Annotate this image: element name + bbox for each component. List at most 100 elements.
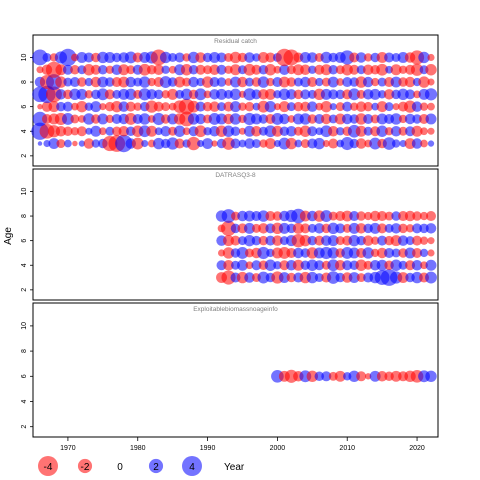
residual-bubble xyxy=(404,76,416,88)
residual-bubble xyxy=(376,101,388,113)
residual-bubble xyxy=(322,140,330,148)
residual-bubble xyxy=(83,52,94,63)
residual-bubble xyxy=(384,52,395,63)
residual-bubble xyxy=(404,113,416,125)
residual-bubble xyxy=(104,89,115,100)
residual-bubble xyxy=(427,102,435,111)
legend-bubble xyxy=(182,456,202,476)
residual-bubble xyxy=(411,260,423,271)
residual-bubble xyxy=(194,88,207,101)
x-tick-label: 2000 xyxy=(270,445,286,452)
residual-bubble xyxy=(231,211,240,221)
residual-bubble xyxy=(328,211,338,221)
residual-bubble xyxy=(384,223,394,233)
residual-bubble xyxy=(398,223,408,234)
residual-bubble xyxy=(398,114,408,124)
residual-bubble xyxy=(125,88,137,101)
residual-bubble xyxy=(286,126,297,137)
residual-bubble xyxy=(97,113,109,125)
residual-bubble xyxy=(64,139,72,148)
residual-bubble xyxy=(300,139,310,149)
residual-bubble xyxy=(209,51,221,63)
residual-bubble xyxy=(356,211,366,221)
residual-bubble xyxy=(161,65,170,74)
y-tick-label: 8 xyxy=(21,349,28,353)
residual-bubble xyxy=(244,101,255,112)
residual-bubble xyxy=(383,89,395,100)
residual-bubble xyxy=(245,261,254,270)
residual-bubble xyxy=(292,222,304,234)
residual-bubble xyxy=(264,64,277,76)
residual-bubble xyxy=(203,65,213,75)
residual-bubble xyxy=(300,223,311,234)
panel-title: DATRASQ3-8 xyxy=(215,172,256,179)
residual-bubble xyxy=(362,247,374,259)
residual-bubble xyxy=(355,52,367,63)
residual-bubble xyxy=(342,77,353,88)
residual-bubble xyxy=(264,138,276,150)
residual-bubble xyxy=(355,223,367,234)
residual-bubble xyxy=(146,125,158,137)
residual-bubble xyxy=(118,126,130,137)
residual-bubble xyxy=(243,210,255,222)
residual-bubble xyxy=(133,102,142,111)
residual-bubble xyxy=(222,125,235,137)
residual-bubble xyxy=(251,139,261,149)
residual-bubble xyxy=(264,88,276,100)
residual-bubble xyxy=(307,223,317,233)
residual-bubble xyxy=(278,272,290,284)
residual-bubble xyxy=(342,101,353,112)
residual-bubble xyxy=(425,259,437,271)
residual-bubble xyxy=(340,137,354,151)
residual-bubble xyxy=(370,236,380,245)
residual-bubble xyxy=(195,101,206,112)
residual-bubble xyxy=(203,90,212,99)
residual-bubble xyxy=(84,90,94,99)
residual-bubble xyxy=(363,126,373,136)
panel-3: Exploitablebiomassnoageinfo 2 4 6 8 10 xyxy=(21,302,439,438)
residual-bubble xyxy=(278,101,290,113)
residual-bubble xyxy=(299,234,312,247)
residual-bubble xyxy=(229,51,242,64)
residual-bubble xyxy=(217,102,226,112)
residual-bubble xyxy=(243,234,256,247)
residual-bubble xyxy=(251,126,262,137)
residual-bubble xyxy=(126,65,136,75)
residual-bubble xyxy=(238,102,247,111)
residual-bubble xyxy=(424,88,438,101)
residual-bubble xyxy=(238,139,247,148)
residual-bubble xyxy=(160,126,171,137)
residual-bubble xyxy=(370,77,380,87)
residual-bubble xyxy=(266,77,275,87)
residual-bubble xyxy=(55,89,67,100)
residual-bubble xyxy=(245,248,254,258)
residual-bubble xyxy=(257,76,270,88)
residual-bubble xyxy=(245,77,254,87)
residual-bubble xyxy=(237,259,248,271)
residual-bubble xyxy=(376,247,388,259)
residual-bubble xyxy=(244,52,255,63)
residual-bubble xyxy=(363,113,374,124)
residual-bubble xyxy=(376,63,389,76)
x-tick-label: 2020 xyxy=(409,445,425,452)
residual-bubble xyxy=(341,113,353,125)
residual-bubble xyxy=(98,127,107,136)
panel-frame xyxy=(32,34,439,167)
residual-bubble xyxy=(427,78,435,86)
residual-bubble xyxy=(427,53,435,61)
residual-bubble xyxy=(327,247,339,259)
residual-bubble xyxy=(85,127,93,135)
residual-bubble xyxy=(363,211,373,221)
residual-bubble xyxy=(216,64,227,75)
residual-bubble xyxy=(223,235,235,247)
residual-bubble xyxy=(420,127,428,136)
residual-bubble xyxy=(398,126,408,136)
legend: -4 -2 0 2 4 Year xyxy=(38,456,245,476)
residual-bubble xyxy=(315,77,324,87)
residual-bubble xyxy=(182,127,191,136)
residual-bubble xyxy=(56,101,66,112)
residual-bubble xyxy=(153,64,164,75)
residual-bubble xyxy=(320,210,333,222)
x-tick-label: 1980 xyxy=(130,445,146,452)
residual-bubble xyxy=(348,370,360,382)
